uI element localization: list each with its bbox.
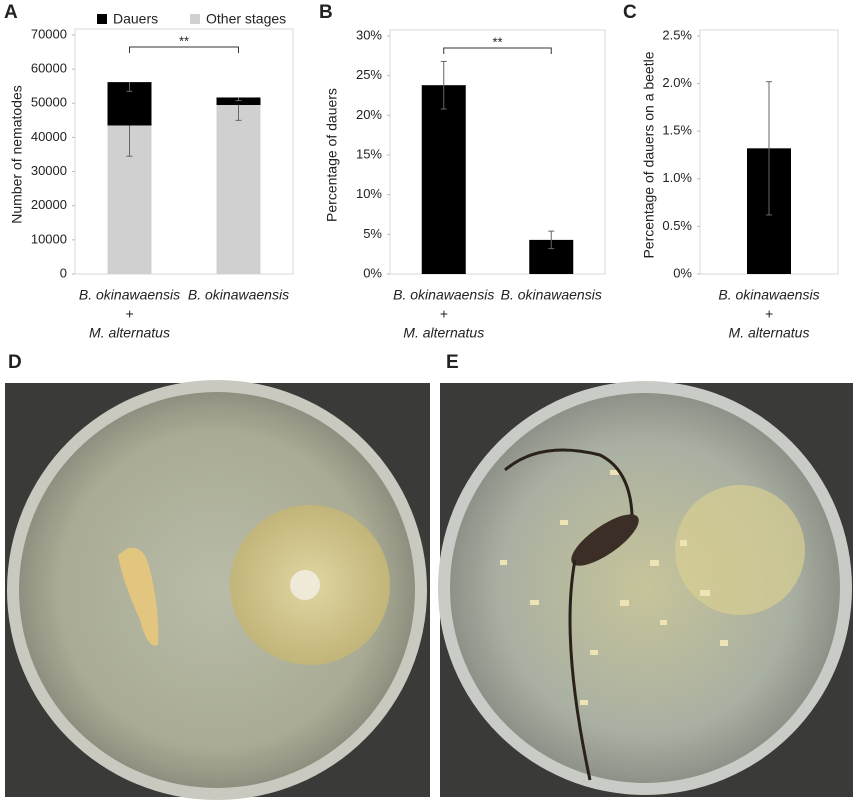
y-tick-label: 0 xyxy=(60,265,67,280)
y-tick-label: 25% xyxy=(356,67,382,82)
y-tick-label: 10000 xyxy=(31,231,67,246)
significance-label: ** xyxy=(179,33,189,48)
significance-label: ** xyxy=(492,34,502,49)
panel-label: C xyxy=(623,2,637,23)
x-tick-label: B. okinawaensis xyxy=(718,287,819,303)
bar xyxy=(216,104,261,274)
y-tick-label: 30% xyxy=(356,27,382,42)
legend-label: Dauers xyxy=(113,11,158,27)
y-tick-label: 20% xyxy=(356,107,382,122)
legend-swatch xyxy=(97,14,107,24)
y-tick-label: 10% xyxy=(356,186,382,201)
photo-e xyxy=(438,381,853,797)
panel-label: D xyxy=(8,352,22,373)
x-tick-label: B. okinawaensis xyxy=(501,287,602,303)
y-tick-label: 70000 xyxy=(31,26,67,41)
y-tick-label: 1.5% xyxy=(662,123,692,138)
x-tick-label: M. alternatus xyxy=(729,325,810,341)
y-tick-label: 50000 xyxy=(31,95,67,110)
y-tick-label: 2.5% xyxy=(662,27,692,42)
y-tick-label: 20000 xyxy=(31,197,67,212)
significance-bracket xyxy=(129,46,239,53)
y-tick-label: 15% xyxy=(356,146,382,161)
x-tick-label: B. okinawaensis xyxy=(188,287,289,303)
plot-frame xyxy=(389,29,606,275)
bar xyxy=(216,97,261,105)
y-tick-label: 2.0% xyxy=(662,75,692,90)
y-tick-label: 0.5% xyxy=(662,218,692,233)
x-tick-label: M. alternatus xyxy=(89,325,170,341)
y-tick-label: 1.0% xyxy=(662,170,692,185)
panel-label: A xyxy=(4,2,18,23)
x-tick-label: B. okinawaensis xyxy=(393,287,494,303)
x-tick-label: B. okinawaensis xyxy=(79,287,180,303)
plot-frame xyxy=(74,28,294,275)
y-tick-label: 40000 xyxy=(31,129,67,144)
bar xyxy=(421,85,466,274)
y-tick-label: 0% xyxy=(363,265,382,280)
x-tick-label: M. alternatus xyxy=(403,325,484,341)
legend-label: Other stages xyxy=(206,11,286,27)
y-tick-label: 30000 xyxy=(31,163,67,178)
y-axis-label: Percentage of dauers on a beetle xyxy=(641,51,657,258)
x-tick-label: + xyxy=(440,306,448,322)
legend-swatch xyxy=(190,14,200,24)
y-tick-label: 0% xyxy=(673,265,692,280)
panel-label: E xyxy=(446,352,459,373)
significance-bracket xyxy=(443,47,552,54)
panel-label: B xyxy=(319,2,333,23)
y-axis-label: Percentage of dauers xyxy=(324,88,340,222)
x-tick-label: + xyxy=(765,306,773,322)
y-axis-label: Number of nematodes xyxy=(9,85,25,224)
y-tick-label: 60000 xyxy=(31,61,67,76)
photo-d xyxy=(5,380,430,800)
x-tick-label: + xyxy=(125,306,133,322)
y-tick-label: 5% xyxy=(363,226,382,241)
